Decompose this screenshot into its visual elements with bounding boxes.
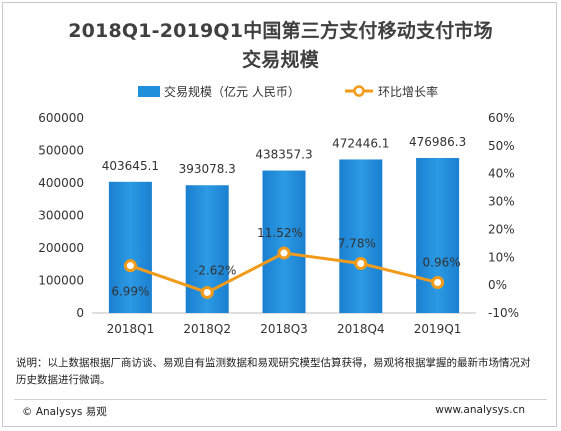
bar	[339, 159, 383, 313]
x-tick-label: 2018Q1	[107, 322, 155, 336]
axes: 0 100000 200000 300000 400000 500000 600000 -10…	[38, 111, 519, 336]
line-value-label: 6.99%	[111, 285, 149, 299]
bar	[262, 170, 306, 313]
legend-line-marker	[353, 85, 365, 97]
legend-bar-label: 交易规模（亿元 人民币）	[164, 84, 300, 99]
line-point	[354, 256, 368, 270]
y-left-tick-label: 400000	[38, 176, 84, 190]
y-right-tick-label: 0%	[488, 278, 507, 292]
line-value-label: -2.62%	[194, 263, 236, 277]
legend-bar-swatch	[138, 86, 160, 97]
y-right-tick-label: 60%	[488, 111, 515, 125]
y-right-tick-label: 20%	[488, 222, 515, 236]
x-tick-label: 2018Q4	[337, 322, 385, 336]
footer-website: www.analysys.cn	[435, 404, 525, 416]
y-left-tick-label: 600000	[38, 111, 84, 125]
source-note: 说明：以上数据根据厂商访谈、易观自有监测数据和易观研究模型估算获得，易观将根据掌…	[16, 357, 531, 386]
y-right-tick-label: 50%	[488, 139, 515, 153]
bar	[108, 181, 152, 313]
line-value-label: 11.52%	[257, 226, 303, 240]
y-right-tick-label: 10%	[488, 250, 515, 264]
x-tick-label: 2019Q1	[414, 322, 462, 336]
x-tick-label: 2018Q2	[183, 322, 231, 336]
y-left-tick-label: 100000	[38, 274, 84, 288]
line-point	[200, 285, 214, 299]
legend: 交易规模（亿元 人民币） 环比增长率	[138, 84, 438, 99]
y-left-tick-label: 200000	[38, 241, 84, 255]
bar-value-label: 472446.1	[332, 136, 389, 150]
bar-value-label: 393078.3	[179, 162, 236, 176]
bar-labels: 403645.1 393078.3 438357.3 472446.1 476986.3	[102, 135, 466, 176]
line-value-label: 7.78%	[338, 236, 376, 250]
line-series	[123, 246, 445, 299]
y-left-tick-label: 0	[76, 306, 84, 320]
y-left-tick-label: 500000	[38, 144, 84, 158]
bar-value-label: 438357.3	[255, 148, 312, 162]
x-tick-label: 2018Q3	[260, 322, 308, 336]
y-right-tick-label: 30%	[488, 195, 515, 209]
line-labels: 6.99% -2.62% 11.52% 7.78% 0.96%	[111, 226, 460, 299]
bar-value-label: 403645.1	[102, 159, 159, 173]
bar	[416, 157, 460, 313]
line-point	[431, 275, 445, 289]
line-value-label: 0.96%	[423, 255, 461, 269]
line-point	[277, 246, 291, 260]
footer-copyright: © Analysys 易观	[22, 406, 107, 418]
bar-value-label: 476986.3	[409, 135, 466, 149]
line-point	[123, 259, 137, 273]
chart-title: 2018Q1-2019Q1中国第三方支付移动支付市场	[68, 20, 493, 42]
y-right-tick-label: 40%	[488, 167, 515, 181]
bar-series	[108, 157, 460, 313]
y-right-tick-label: -10%	[488, 306, 519, 320]
y-left-tick-label: 300000	[38, 209, 84, 223]
legend-line-label: 环比增长率	[378, 84, 438, 99]
chart-subtitle: 交易规模	[242, 49, 319, 71]
footer-divider	[14, 399, 547, 400]
